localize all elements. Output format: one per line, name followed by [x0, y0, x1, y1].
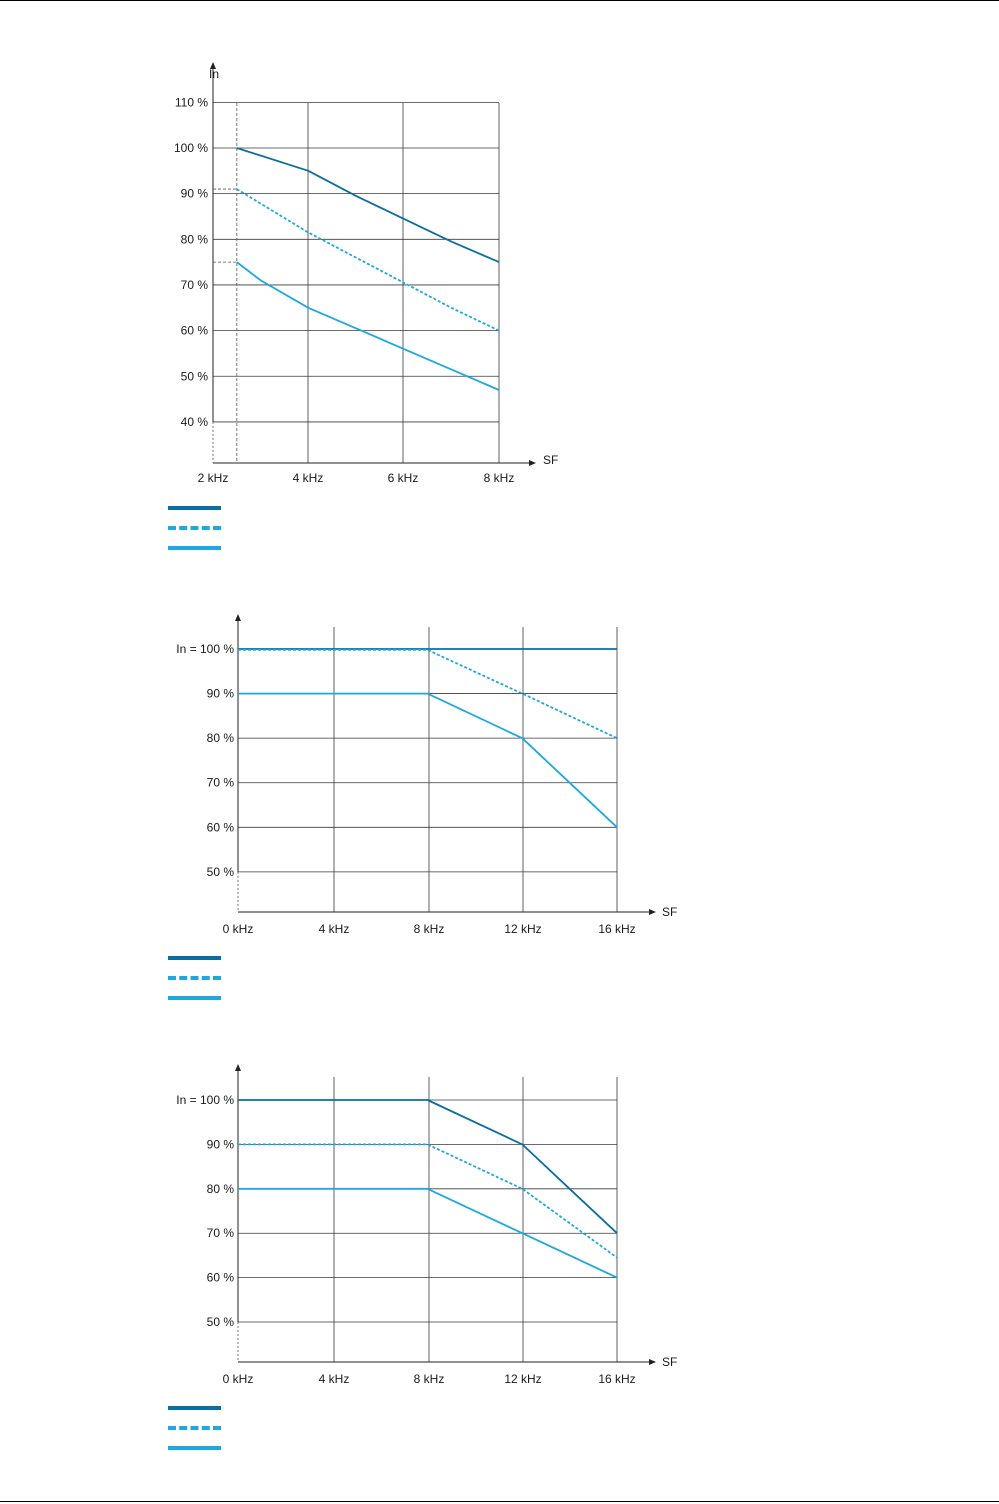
legend-swatch-light-dashed: [168, 1418, 221, 1438]
x-axis-arrow: [649, 909, 656, 915]
page-bottom-rule: [0, 1501, 999, 1502]
y-tick-label: 50 %: [207, 865, 235, 879]
series-line-light-dashed: [236, 188, 500, 332]
x-axis-label: SF: [662, 905, 677, 919]
x-tick-label: 12 kHz: [504, 1372, 541, 1386]
x-tick-label: 2 kHz: [198, 471, 229, 485]
x-tick-label: 16 kHz: [598, 922, 635, 936]
y-tick-label: 90 %: [207, 1137, 235, 1151]
legend-swatch-dark-solid: [168, 948, 221, 968]
x-axis-label: SF: [662, 1355, 677, 1369]
legend-swatch-light-dashed: [168, 518, 221, 538]
y-axis-arrow: [210, 62, 216, 69]
series-line-light-solid: [238, 692, 618, 828]
legend-swatch-light-solid: [168, 988, 221, 1008]
legend-swatch-light-dashed: [168, 968, 221, 988]
x-tick-label: 8 kHz: [484, 471, 515, 485]
y-tick-label: 70 %: [181, 278, 209, 292]
y-tick-label: 110 %: [175, 95, 208, 109]
x-axis-arrow: [649, 1359, 656, 1365]
y-tick-label: 90 %: [207, 687, 235, 701]
derating-chart-3: 50 % 60 % 70 % 80 % 90 % In = 100 % 0 kHz 4 kHz…: [176, 1064, 677, 1386]
y-axis-arrow: [235, 1064, 241, 1071]
y-tick-label: 60 %: [207, 1271, 235, 1285]
x-tick-label: 4 kHz: [319, 922, 350, 936]
y-tick-label: 40 %: [181, 415, 209, 429]
legend-swatch-dark-solid: [168, 1398, 221, 1418]
x-tick-label: 16 kHz: [598, 1372, 635, 1386]
x-axis-label: SF: [543, 453, 558, 467]
series-line-light-dashed: [238, 649, 618, 740]
legend-swatch-dark-solid: [168, 498, 221, 518]
series-line-light-solid: [236, 261, 500, 391]
y-tick-label: 100 %: [174, 141, 208, 155]
y-tick-label: 60 %: [207, 820, 235, 834]
series-line-dark-solid: [238, 1099, 618, 1234]
series-line-light-solid: [238, 1187, 618, 1279]
x-tick-label: 12 kHz: [504, 922, 541, 936]
x-tick-label: 8 kHz: [414, 1372, 445, 1386]
y-tick-label: 70 %: [207, 1226, 235, 1240]
legend-chart-3: [168, 1398, 221, 1458]
y-tick-label: In = 100 %: [176, 642, 234, 656]
y-tick-label: 50 %: [207, 1315, 235, 1329]
legend-swatch-light-solid: [168, 1438, 221, 1458]
x-tick-label: 4 kHz: [319, 1372, 350, 1386]
x-tick-label: 0 kHz: [223, 1372, 254, 1386]
legend-chart-1: [168, 498, 221, 558]
x-tick-label: 4 kHz: [293, 471, 324, 485]
y-tick-label: 80 %: [207, 731, 235, 745]
y-tick-label: 90 %: [181, 187, 209, 201]
y-tick-label: In = 100 %: [176, 1093, 234, 1107]
series-line-light-dashed: [238, 1143, 618, 1259]
x-tick-label: 8 kHz: [414, 922, 445, 936]
y-axis-label: In: [209, 67, 219, 81]
y-axis-arrow: [235, 614, 241, 621]
y-tick-label: 80 %: [207, 1182, 235, 1196]
page-top-rule: [0, 0, 999, 1]
y-tick-label: 50 %: [181, 369, 209, 383]
y-tick-label: 70 %: [207, 776, 235, 790]
x-tick-label: 0 kHz: [223, 922, 254, 936]
x-axis-arrow: [529, 460, 536, 466]
y-tick-label: 80 %: [181, 232, 209, 246]
legend-swatch-light-solid: [168, 538, 221, 558]
derating-chart-1: 40 % 50 % 60 % 70 % 80 % 90 % 100 % 110 % 2 kHz 4…: [174, 62, 558, 485]
x-tick-label: 6 kHz: [388, 471, 419, 485]
y-tick-label: 60 %: [181, 324, 209, 338]
series-line-dark-solid: [236, 147, 500, 263]
derating-chart-2: 50 % 60 % 70 % 80 % 90 % In = 100 % 0 kHz 4 kHz…: [176, 614, 677, 936]
legend-chart-2: [168, 948, 221, 1008]
